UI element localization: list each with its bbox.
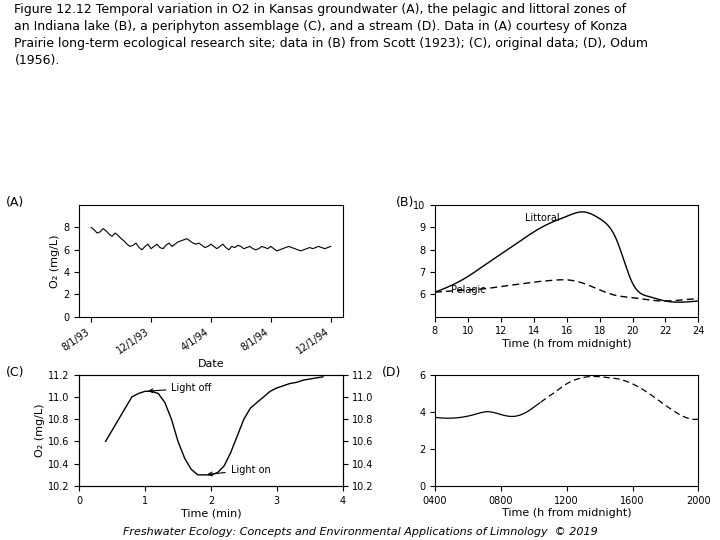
Text: Freshwater Ecology: Concepts and Environmental Applications of Limnology  © 2019: Freshwater Ecology: Concepts and Environ…: [122, 527, 598, 537]
Text: Light off: Light off: [149, 383, 212, 393]
Text: (B): (B): [395, 196, 414, 210]
Text: (A): (A): [6, 196, 24, 210]
X-axis label: Time (h from midnight): Time (h from midnight): [502, 509, 631, 518]
Y-axis label: O₂ (mg/L): O₂ (mg/L): [50, 234, 60, 288]
Text: (D): (D): [382, 366, 402, 379]
Text: Light on: Light on: [208, 464, 271, 476]
Text: Pelagic: Pelagic: [451, 285, 486, 294]
Text: Littoral: Littoral: [526, 213, 560, 223]
X-axis label: Date: Date: [197, 359, 224, 369]
Text: Figure 12.12 Temporal variation in O2 in Kansas groundwater (A), the pelagic and: Figure 12.12 Temporal variation in O2 in…: [14, 3, 649, 67]
X-axis label: Time (min): Time (min): [181, 509, 241, 518]
X-axis label: Time (h from midnight): Time (h from midnight): [502, 339, 631, 349]
Text: (C): (C): [6, 366, 24, 379]
Y-axis label: O₂ (mg/L): O₂ (mg/L): [35, 403, 45, 457]
